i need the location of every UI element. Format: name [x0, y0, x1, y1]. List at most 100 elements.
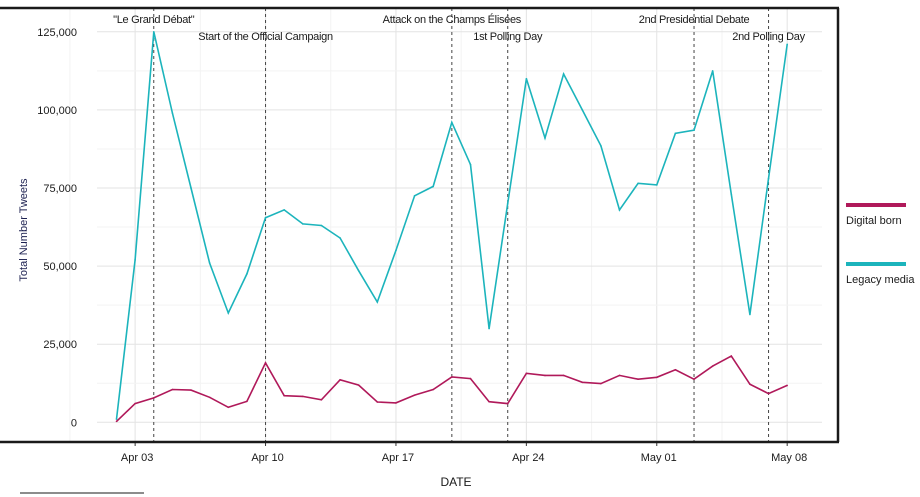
data-point	[711, 365, 714, 367]
data-point	[134, 259, 136, 261]
data-point	[693, 129, 695, 132]
data-point	[674, 369, 677, 371]
data-point	[674, 132, 677, 135]
legend-item-legacy-media: Legacy media	[846, 262, 915, 286]
data-point	[637, 182, 639, 185]
data-point	[525, 77, 528, 80]
data-point	[562, 73, 565, 75]
event-label: Start of the Official Campaign	[198, 31, 333, 43]
y-axis-label: Total Number Tweets	[18, 178, 30, 282]
data-point	[581, 109, 584, 111]
data-point	[786, 384, 788, 387]
data-point	[544, 137, 546, 139]
data-point	[469, 377, 472, 380]
data-point	[451, 121, 453, 124]
data-point	[152, 397, 155, 399]
x-tick-label: May 08	[771, 452, 807, 464]
data-point	[506, 202, 509, 205]
data-point	[171, 388, 174, 391]
y-tick-label: 125,000	[37, 27, 77, 39]
data-point	[544, 374, 546, 377]
data-point	[600, 145, 602, 147]
data-point	[395, 402, 397, 404]
data-point	[283, 209, 285, 211]
x-tick-label: Apr 24	[512, 452, 544, 464]
data-point	[190, 389, 192, 391]
data-point	[320, 399, 323, 401]
event-label: "Le Grand Débat"	[113, 14, 195, 26]
data-point	[413, 195, 416, 197]
event-label: Attack on the Champs Élisées	[383, 13, 522, 26]
x-tick-label: Apr 03	[121, 452, 153, 464]
data-point	[637, 378, 639, 380]
event-label: 2nd Polling Day	[732, 31, 805, 43]
x-axis-label: DATE	[440, 475, 471, 489]
data-point	[767, 177, 770, 180]
data-point	[339, 237, 341, 239]
data-point	[432, 185, 435, 188]
data-point	[339, 379, 341, 381]
y-tick-label: 50,000	[43, 261, 77, 273]
event-label: 1st Polling Day	[473, 31, 543, 43]
y-tick-label: 25,000	[43, 339, 77, 351]
data-point	[227, 312, 230, 314]
data-point	[618, 374, 621, 377]
data-point	[581, 381, 584, 384]
data-point	[655, 376, 658, 379]
data-point	[506, 402, 509, 405]
data-point	[264, 362, 267, 364]
data-point	[693, 378, 695, 380]
data-point	[376, 401, 379, 403]
data-point	[190, 187, 192, 189]
legend-item-digital-born: Digital born	[846, 203, 906, 227]
data-point	[655, 184, 658, 186]
data-point	[488, 327, 490, 330]
data-point	[730, 193, 733, 196]
data-point	[246, 273, 248, 275]
legend-label: Legacy media	[846, 274, 915, 286]
data-point	[600, 382, 602, 385]
legend-swatch-legacy-media	[846, 262, 906, 266]
data-point	[357, 269, 360, 272]
data-point	[376, 301, 379, 303]
data-point	[302, 223, 304, 225]
event-label: 2nd Presidential Debate	[639, 14, 750, 26]
data-point	[786, 43, 788, 46]
data-point	[208, 262, 211, 264]
x-tick-label: May 01	[641, 452, 677, 464]
data-point	[562, 374, 565, 377]
data-point	[749, 383, 751, 385]
data-point	[413, 394, 416, 396]
data-point	[171, 112, 174, 114]
legend-label: Digital born	[846, 215, 902, 227]
data-point	[767, 392, 770, 395]
data-point	[152, 31, 155, 33]
data-point	[115, 418, 118, 420]
data-point	[469, 163, 472, 166]
legend-swatch-digital-born	[846, 203, 906, 207]
data-point	[451, 376, 453, 378]
data-point	[357, 384, 360, 386]
data-point	[115, 420, 118, 423]
data-point	[432, 388, 435, 391]
data-point	[208, 396, 211, 399]
data-point	[227, 406, 230, 409]
data-point	[320, 224, 323, 227]
data-point	[730, 355, 733, 357]
data-point	[134, 402, 136, 405]
data-point	[264, 216, 267, 219]
x-tick-label: Apr 17	[382, 452, 414, 464]
data-point	[618, 209, 621, 211]
data-point	[283, 394, 285, 397]
data-point	[525, 372, 528, 375]
data-point	[711, 70, 714, 72]
data-point	[302, 395, 304, 398]
data-point	[488, 400, 490, 403]
data-point	[246, 400, 248, 403]
y-tick-label: 100,000	[37, 105, 77, 117]
data-point	[749, 313, 751, 316]
data-point	[395, 249, 397, 252]
x-tick-label: Apr 10	[251, 452, 283, 464]
